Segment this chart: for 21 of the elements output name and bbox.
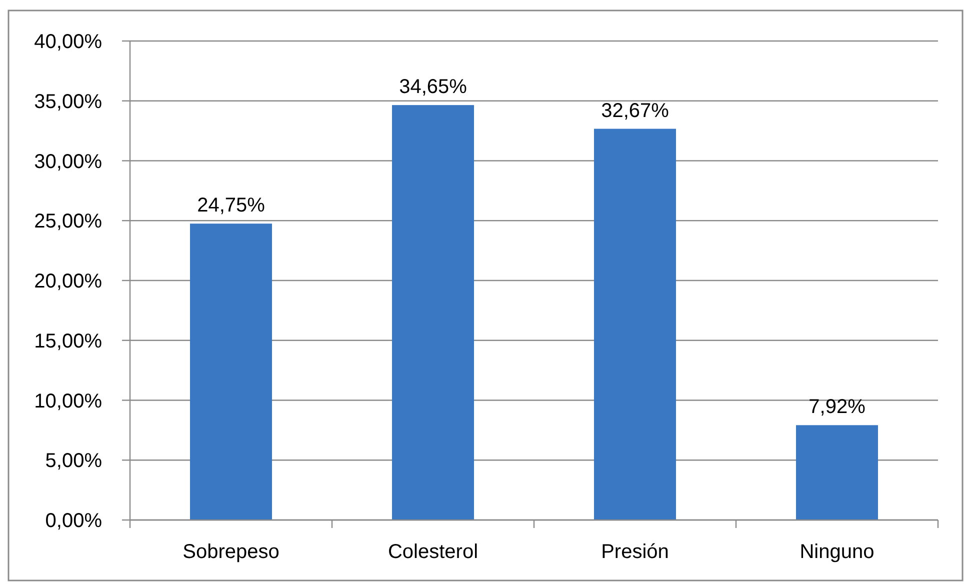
data-label: 34,65%: [399, 76, 468, 98]
data-label: 24,75%: [197, 194, 266, 217]
bar: [594, 128, 676, 520]
bar: [392, 105, 474, 520]
x-tick-label: Ninguno: [800, 541, 874, 563]
x-tick-label: Presión: [601, 541, 669, 563]
data-label: 7,92%: [808, 396, 866, 418]
y-tick-label: 5,00%: [45, 450, 102, 472]
y-tick-label: 10,00%: [34, 390, 102, 412]
x-tick-label: Colesterol: [388, 541, 478, 563]
y-tick-label: 40,00%: [34, 31, 102, 53]
y-tick-label: 35,00%: [34, 90, 102, 113]
bar: [190, 224, 272, 520]
y-tick-label: 0,00%: [45, 510, 102, 532]
data-label: 32,67%: [601, 100, 670, 122]
y-tick-label: 20,00%: [34, 270, 102, 292]
x-tick-label: Sobrepeso: [182, 541, 280, 563]
bar: [796, 425, 878, 520]
y-tick-label: 25,00%: [34, 210, 102, 233]
y-tick-label: 15,00%: [34, 330, 102, 352]
y-tick-label: 30,00%: [34, 150, 102, 173]
